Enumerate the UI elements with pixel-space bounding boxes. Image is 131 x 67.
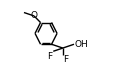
Text: OH: OH xyxy=(75,40,88,49)
Text: F: F xyxy=(47,52,53,61)
Text: F: F xyxy=(63,55,69,64)
Text: O: O xyxy=(31,11,38,20)
